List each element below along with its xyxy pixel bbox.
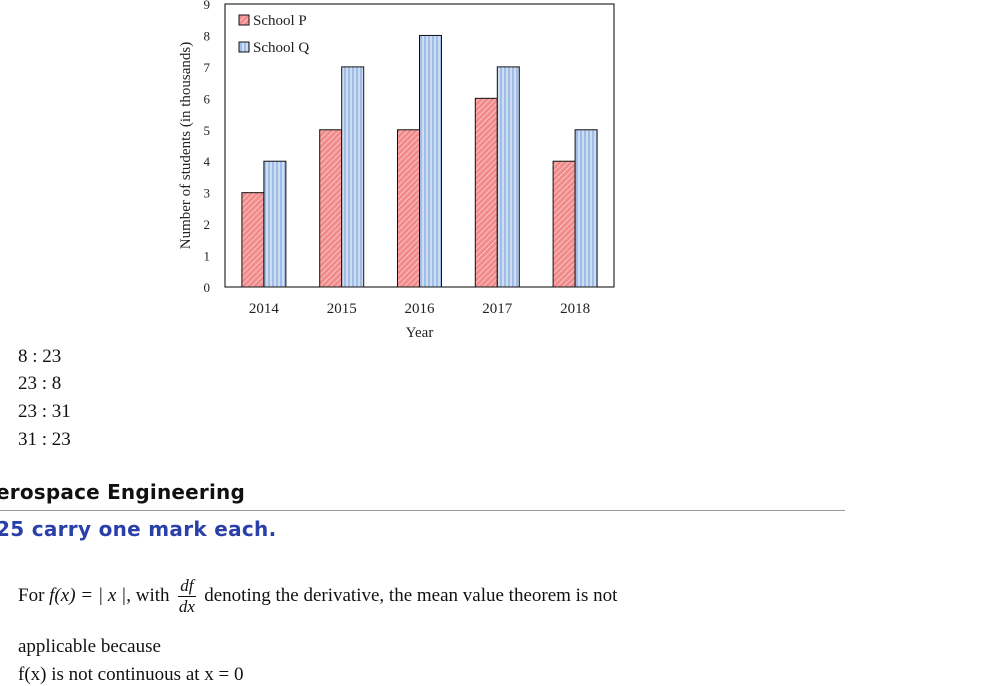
y-tick-label: 3 <box>204 186 211 201</box>
bar-school-q-2014 <box>263 160 287 288</box>
y-tick-label: 8 <box>204 28 211 43</box>
bar-school-q-2017 <box>496 66 520 288</box>
option-d[interactable]: 31 : 23 <box>18 429 71 450</box>
bar-school-p-2017 <box>474 97 498 288</box>
option-c[interactable]: 23 : 31 <box>18 401 71 422</box>
derivative-denominator: dx <box>178 597 195 616</box>
y-tick-label: 9 <box>204 0 211 12</box>
chart-svg: 0 1 2 3 4 5 6 7 8 9 Number of students (in thousan… <box>178 0 615 341</box>
question-function: f(x) = | x | <box>49 584 127 606</box>
y-tick-label: 4 <box>204 154 211 169</box>
legend-label: School Q <box>253 40 309 56</box>
legend-swatch <box>238 41 250 53</box>
y-tick-label: 7 <box>204 60 211 75</box>
section-divider <box>0 510 845 511</box>
question-continuation: applicable because <box>18 636 161 657</box>
derivative-numerator: df <box>178 576 196 597</box>
x-tick-label: 2014 <box>249 301 280 317</box>
bar-school-p-2018 <box>552 160 576 288</box>
x-tick-label: 2018 <box>560 301 590 317</box>
answer-option-a[interactable]: f(x) is not continuous at x = 0 <box>18 664 244 685</box>
x-tick-label: 2017 <box>482 301 513 317</box>
marks-instruction: 25 carry one mark each. <box>0 517 277 541</box>
bar-school-p-2014 <box>241 192 265 288</box>
y-tick-label: 2 <box>204 217 211 232</box>
x-tick-label: 2016 <box>405 301 436 317</box>
x-axis-label: Year <box>406 325 434 341</box>
legend-swatch <box>238 14 250 26</box>
question-text: For f(x) = | x |, with df dx denoting th… <box>18 576 617 617</box>
derivative-fraction: df dx <box>178 576 196 617</box>
x-tick-label: 2015 <box>327 301 357 317</box>
option-b[interactable]: 23 : 8 <box>18 373 62 394</box>
y-tick-label: 1 <box>204 249 211 264</box>
option-a[interactable]: 8 : 23 <box>18 346 62 367</box>
question-tail: denoting the derivative, the mean value … <box>204 584 618 606</box>
y-axis-label: Number of students (in thousands) <box>178 42 194 249</box>
y-tick-label: 5 <box>204 123 211 138</box>
bar-school-p-2015 <box>319 129 343 288</box>
bar-school-q-2015 <box>341 66 365 288</box>
question-lead: For <box>18 584 45 606</box>
y-tick-label: 0 <box>204 280 211 295</box>
bar-school-q-2018 <box>574 129 598 288</box>
bar-school-p-2016 <box>397 129 420 288</box>
section-title: erospace Engineering <box>0 480 245 504</box>
bar-school-q-2016 <box>419 34 442 288</box>
question-with: , with <box>126 584 170 606</box>
y-tick-label: 6 <box>204 91 211 106</box>
legend-label: School P <box>253 13 307 29</box>
bar-chart: 0 1 2 3 4 5 6 7 8 9 Number of students (in thousan… <box>170 0 630 345</box>
